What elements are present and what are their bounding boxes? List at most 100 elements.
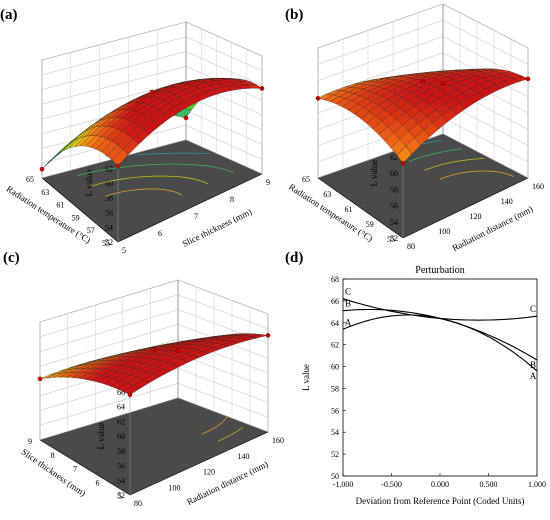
b-x2-tick-label: 160 — [532, 182, 544, 191]
c-z-grid-line — [39, 309, 269, 352]
c-z-grid-line — [39, 397, 269, 441]
b-z-grid-line — [317, 20, 529, 65]
c-design-point — [37, 376, 43, 382]
b-design-point — [315, 96, 321, 101]
y-tick-label: 64 — [331, 319, 339, 328]
y-tick-label: 52 — [331, 450, 339, 459]
c-x1-tick-label: 9 — [28, 437, 32, 446]
b-design-point — [525, 76, 531, 82]
a-z-tick-label: 52 — [105, 238, 113, 247]
a-x2-axis-title: Slice thickness (mm) — [181, 206, 254, 248]
y-tick-label: 50 — [331, 472, 339, 481]
b-surface-patch — [396, 146, 413, 164]
b-design-point — [440, 81, 446, 86]
c-x2-tick-label: 140 — [238, 452, 250, 461]
b-x1-tick-label: 63 — [323, 190, 331, 199]
surface-plot-c: 525456586062646668L value567898010012014… — [20, 279, 284, 508]
a-x1-tick-label: 55 — [102, 239, 110, 248]
series-label-right-b: B — [530, 360, 536, 370]
series-line-a — [342, 314, 538, 372]
c-z-tick-label: 62 — [117, 417, 125, 426]
b-x2-tick-label: 140 — [501, 197, 513, 206]
a-x2-tick-label: 6 — [158, 229, 162, 238]
c-x2-tick-label: 160 — [272, 436, 284, 445]
a-z-grid-line — [41, 21, 263, 61]
series-label-right-c: C — [530, 304, 536, 314]
a-z-tick-label: 58 — [105, 194, 113, 203]
a-x1-tick-label: 65 — [26, 175, 34, 184]
a-x1-tick-label: 59 — [72, 213, 80, 222]
chart-title: Perturbation — [415, 265, 464, 276]
a-design-point — [39, 166, 45, 172]
b-x2-axis-title: Radiation distance (mm) — [451, 204, 535, 253]
x-tick-label: -1.000 — [333, 480, 354, 489]
b-design-point — [420, 78, 426, 84]
a-design-point — [259, 86, 265, 91]
series-label-left-c: C — [345, 287, 351, 297]
c-design-point — [151, 347, 157, 353]
c-z-tick-label: 58 — [117, 447, 125, 456]
b-z-grid-line — [317, 3, 529, 49]
x-tick-label: 0.000 — [431, 480, 449, 489]
x-axis-title: Deviation from Reference Point (Coded Un… — [356, 496, 525, 506]
b-design-point — [400, 160, 406, 166]
a-contour-line — [104, 188, 183, 197]
c-z-tick-label: 54 — [117, 476, 125, 485]
b-contour-line — [408, 148, 462, 162]
c-design-point — [127, 392, 133, 398]
c-x1-tick-label: 7 — [73, 465, 77, 474]
b-z-grid-line — [317, 36, 529, 81]
surface-plot-b: 525456586062646668L value555961636580100… — [287, 3, 544, 253]
c-x2-tick-label: 80 — [134, 499, 142, 508]
perturbation-plot: Perturbation 50 52 54 56 58 60 62 64 66 68 -1.000 -0… — [301, 265, 546, 506]
a-design-point — [183, 115, 189, 121]
panel-label-d: (d) — [285, 250, 303, 266]
plot-frame — [342, 278, 538, 477]
a-z-axis-title: L value — [84, 170, 94, 197]
a-contour-line — [77, 163, 234, 176]
panel-label-a: (a) — [0, 7, 18, 23]
c-x2-tick-label: 120 — [203, 468, 215, 477]
c-z-tick-label: 52 — [117, 491, 125, 500]
a-z-grid-line — [41, 125, 263, 164]
series-label-left-a: A — [345, 317, 352, 327]
b-x1-tick-label: 55 — [387, 235, 395, 244]
b-z-axis-title: L value — [369, 160, 379, 187]
b-z-tick-label: 60 — [390, 169, 398, 178]
c-z-grid-line — [39, 368, 269, 411]
a-z-grid-line — [41, 80, 263, 120]
y-axis-title: L value — [301, 364, 311, 391]
a-z-tick-label: 54 — [105, 223, 113, 232]
b-contour-line — [439, 170, 514, 180]
a-x2-tick-label: 9 — [266, 178, 270, 187]
b-z-tick-label: 58 — [390, 185, 398, 194]
b-x1-tick-label: 59 — [366, 220, 374, 229]
panel-label-b: (b) — [285, 7, 303, 23]
a-x1-tick-label: 57 — [87, 226, 95, 235]
y-tick-label: 54 — [331, 428, 339, 437]
a-design-point — [115, 163, 121, 169]
c-x1-tick-label: 5 — [118, 492, 122, 501]
series-line-b — [342, 308, 538, 361]
c-z-tick-label: 64 — [117, 403, 125, 412]
a-contour-line — [91, 175, 209, 187]
y-tick-label: 60 — [331, 363, 339, 372]
b-z-tick-label: 54 — [390, 218, 398, 227]
b-x1-tick-label: 65 — [302, 175, 310, 184]
c-design-point — [265, 333, 271, 338]
c-z-tick-label: 66 — [117, 388, 125, 397]
x-tick-label: 1.000 — [528, 480, 546, 489]
a-z-grid-line — [41, 36, 263, 76]
b-contour-line — [424, 158, 485, 171]
c-x1-tick-label: 6 — [96, 478, 100, 487]
a-x2-tick-label: 7 — [194, 212, 198, 221]
b-x1-tick-label: 61 — [345, 205, 353, 214]
panel-label-c: (c) — [3, 250, 20, 266]
b-x2-tick-label: 80 — [407, 242, 415, 251]
c-surface-patch — [123, 385, 141, 395]
series-label-left-b: B — [345, 299, 351, 309]
a-z-grid-line — [41, 139, 263, 179]
c-z-grid-line — [39, 279, 269, 323]
c-z-grid-line — [39, 294, 269, 338]
